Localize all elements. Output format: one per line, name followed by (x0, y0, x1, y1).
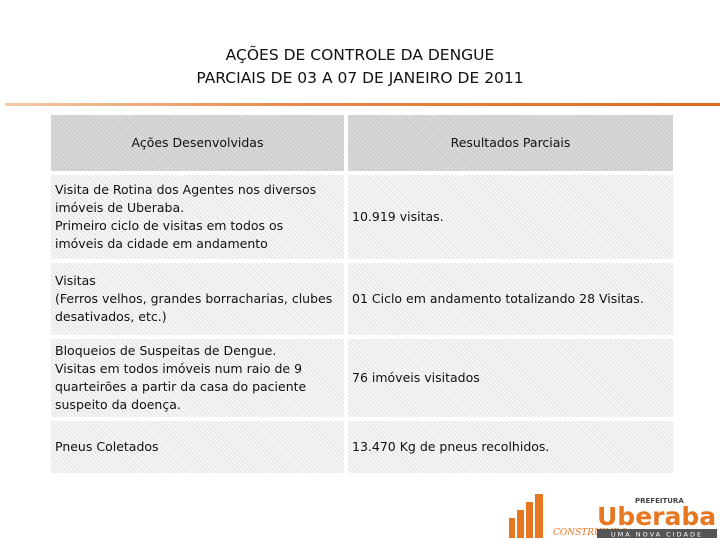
table-row: Visita de Rotina dos Agentes nos diverso… (51, 175, 673, 259)
cell-line: desativados, etc.) (55, 309, 167, 324)
cell-line: (Ferros velhos, grandes borracharias, cl… (55, 291, 333, 306)
logo-band (597, 529, 717, 538)
logo-name: Uberaba (597, 502, 716, 531)
table-cell: 13.470 Kg de pneus recolhidos. (348, 421, 673, 473)
title-line: PARCIAIS DE 03 A 07 DE JANEIRO DE 2011 (196, 69, 524, 87)
logo-bar (509, 518, 515, 538)
cell-line: imóveis da cidade em andamento (55, 236, 268, 251)
logo-script: CONSTRUINDO (553, 528, 628, 538)
title: AÇÕES DE CONTROLE DA DENGUE PARCIAIS DE … (0, 44, 720, 90)
logo: CONSTRUINDO PREFEITURA Uberaba UMA NOVA … (509, 494, 717, 539)
table: Ações Desenvolvidas Resultados Parciais … (47, 111, 677, 477)
table-cell: Visita de Rotina dos Agentes nos diverso… (51, 175, 344, 259)
logo-bar (535, 494, 543, 538)
logo-top: PREFEITURA (635, 497, 684, 505)
logo-bar (526, 502, 533, 538)
cell-line: suspeito da doença. (55, 397, 181, 412)
divider (5, 103, 720, 106)
table-cell: Bloqueios de Suspeitas de Dengue. Visitas… (51, 339, 344, 417)
column-header: Ações Desenvolvidas (51, 115, 344, 171)
cell-line: 76 imóveis visitados (352, 370, 480, 385)
table-row: Bloqueios de Suspeitas de Dengue. Visitas… (51, 339, 673, 417)
cell-line: Visita de Rotina dos Agentes nos diverso… (55, 182, 317, 197)
cell-line: quarteirões a partir da casa do paciente (55, 379, 307, 394)
table-row: Visitas (Ferros velhos, grandes borrachar… (51, 263, 673, 335)
logo-tagline: UMA NOVA CIDADE (611, 531, 703, 539)
cell-line: 01 Ciclo em andamento totalizando 28 Vis… (352, 291, 644, 306)
cell-line: Bloqueios de Suspeitas de Dengue. (55, 343, 277, 358)
table-cell: 10.919 visitas. (348, 175, 673, 259)
cell-line: 13.470 Kg de pneus recolhidos. (352, 439, 550, 454)
table-cell: 01 Ciclo em andamento totalizando 28 Vis… (348, 263, 673, 335)
table-cell: Visitas (Ferros velhos, grandes borrachar… (51, 263, 344, 335)
cell-line: Visitas (55, 273, 96, 288)
table-cell: 76 imóveis visitados (348, 339, 673, 417)
cell-line: Visitas em todos imóveis num raio de 9 (55, 361, 303, 376)
logo-bar (517, 510, 524, 538)
column-header: Resultados Parciais (348, 115, 673, 171)
table-cell: Pneus Coletados (51, 421, 344, 473)
cell-line: imóveis de Uberaba. (55, 200, 185, 215)
cell-line: Pneus Coletados (55, 439, 159, 454)
table-row: Pneus Coletados 13.470 Kg de pneus recolh… (51, 421, 673, 473)
title-line: AÇÕES DE CONTROLE DA DENGUE (225, 46, 495, 64)
cell-line: 10.919 visitas. (352, 209, 444, 224)
cell-line: Primeiro ciclo de visitas em todos os (55, 218, 284, 233)
